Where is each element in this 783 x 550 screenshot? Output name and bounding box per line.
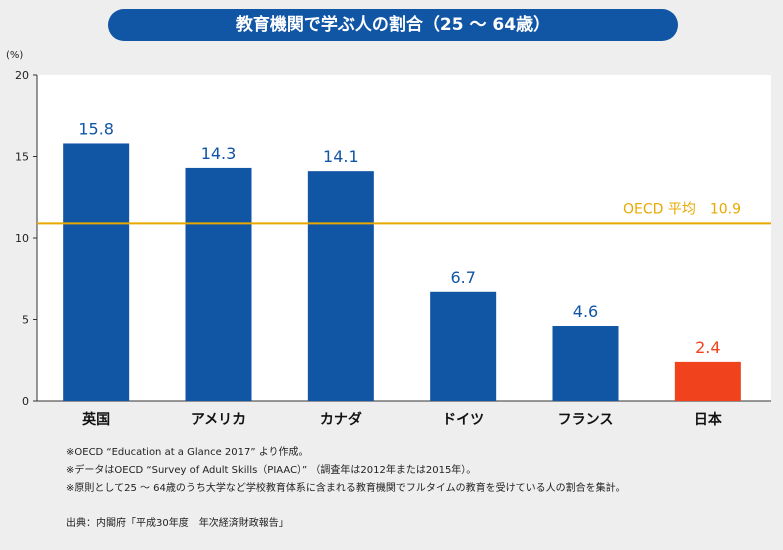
y-tick-label: 5 [22, 314, 29, 327]
y-tick-label: 0 [22, 395, 29, 408]
x-category-label: アメリカ [191, 412, 246, 428]
bar-value-label: 14.3 [201, 144, 237, 163]
bar-1 [63, 143, 130, 401]
bar-4 [430, 291, 497, 401]
plot-area [37, 75, 771, 401]
x-category-label: フランス [558, 412, 614, 428]
notes: ※OECD “Education at a Glance 2017” より作成。… [66, 444, 626, 498]
note-3: ※原則として25 ～ 64歳のうち大学など学校教育体系に含まれる教育機関でフルタ… [66, 483, 626, 494]
chart-title: 教育機関で学ぶ人の割合（25 ～ 64歳） [108, 9, 678, 41]
bar-5 [552, 326, 619, 401]
x-category-label: 日本 [694, 411, 723, 428]
bar-3 [307, 171, 374, 401]
oecd-average-label: OECD 平均 10.9 [623, 201, 741, 217]
bar-chart: 0 5 10 15 20 15.8 英国 14.3 アメリカ 14.1 カナダ 6.7 ドイツ 4.6 フラ… [15, 69, 771, 428]
source-credit: 出典：内閣府「平成30年度 年次経済財政報告」 [66, 518, 289, 529]
bar-2 [185, 167, 252, 401]
bar-value-label: 2.4 [695, 338, 720, 357]
bar-value-label: 14.1 [323, 147, 359, 166]
y-axis-unit: (%) [6, 50, 24, 61]
y-tick-label: 10 [15, 232, 29, 245]
bar-value-label: 15.8 [78, 119, 114, 138]
y-tick-label: 20 [15, 69, 29, 82]
y-tick-label: 15 [15, 151, 29, 164]
bar-value-label: 4.6 [573, 302, 598, 321]
bar-6 [674, 361, 741, 401]
note-2: ※データはOECD “Survey of Adult Skills（PIAAC）… [66, 465, 477, 476]
x-category-label: ドイツ [442, 412, 484, 428]
bar-value-label: 6.7 [450, 268, 475, 287]
x-category-label: 英国 [81, 411, 110, 428]
x-category-label: カナダ [320, 411, 362, 428]
note-1: ※OECD “Education at a Glance 2017” より作成。 [66, 447, 309, 458]
